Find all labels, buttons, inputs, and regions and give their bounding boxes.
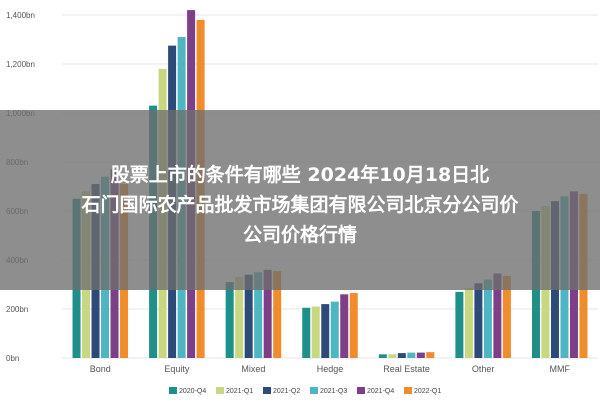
bar (464, 288, 473, 358)
bar (254, 272, 263, 358)
bar (273, 271, 282, 358)
legend-label: 2021-Q3 (320, 388, 347, 395)
bar (340, 294, 349, 358)
x-category-label: Real Estate (383, 364, 430, 374)
legend-swatch (263, 387, 271, 394)
bar (493, 273, 502, 358)
legend: 2020-Q4 2021-Q1 2021-Q2 2021-Q3 2021-Q4 2022-… (169, 387, 441, 395)
bar (263, 269, 272, 358)
bar (397, 353, 406, 358)
bar (388, 354, 397, 358)
legend-swatch (169, 387, 177, 394)
legend-label: 2021-Q1 (226, 388, 253, 395)
y-tick-label: 200bn (6, 305, 28, 314)
bar (455, 291, 464, 358)
bar (416, 352, 425, 358)
x-category-label: MMF (549, 364, 570, 374)
legend-swatch (216, 387, 224, 394)
caption-line-1: 股票上市的条件有哪些 2024年10月18日北 (110, 164, 490, 186)
bar (235, 277, 244, 358)
legend-swatch (357, 387, 365, 394)
bar (321, 304, 330, 358)
caption-overlay (0, 110, 600, 290)
legend-label: 2021-Q4 (367, 388, 394, 395)
y-tick-label: 0bn (6, 354, 19, 363)
bar (474, 283, 483, 358)
bar (483, 279, 492, 358)
y-tick-label: 1,200bn (6, 60, 35, 69)
bar (225, 282, 234, 358)
x-axis-categories: Bond Equity Mixed Hedge Real Estate Other MMF (90, 364, 571, 374)
legend-label: 2022-Q1 (414, 388, 441, 395)
bar (330, 301, 339, 358)
caption-line-2: 石门国际农产品批发市场集团有限公司北京分公司价 (81, 194, 519, 216)
bar (502, 275, 511, 358)
legend-label: 2020-Q4 (179, 388, 206, 395)
legend-swatch (404, 387, 412, 394)
x-category-label: Equity (164, 364, 190, 374)
bar (407, 352, 416, 358)
x-category-label: Other (472, 364, 495, 374)
bar (244, 274, 253, 358)
caption-line-3: 公司价格行情 (242, 224, 357, 246)
x-category-label: Bond (90, 364, 111, 374)
bar (426, 352, 435, 358)
bar (349, 293, 358, 358)
y-tick-label: 1,400bn (6, 11, 35, 20)
bar (378, 354, 387, 358)
bar (311, 306, 320, 358)
legend-label: 2021-Q2 (273, 388, 300, 395)
legend-swatch (310, 387, 318, 394)
x-category-label: Hedge (317, 364, 344, 374)
x-category-label: Mixed (241, 364, 265, 374)
caption-text: 股票上市的条件有哪些 2024年10月18日北 石门国际农产品批发市场集团有限公… (0, 160, 600, 250)
bar (302, 307, 311, 358)
